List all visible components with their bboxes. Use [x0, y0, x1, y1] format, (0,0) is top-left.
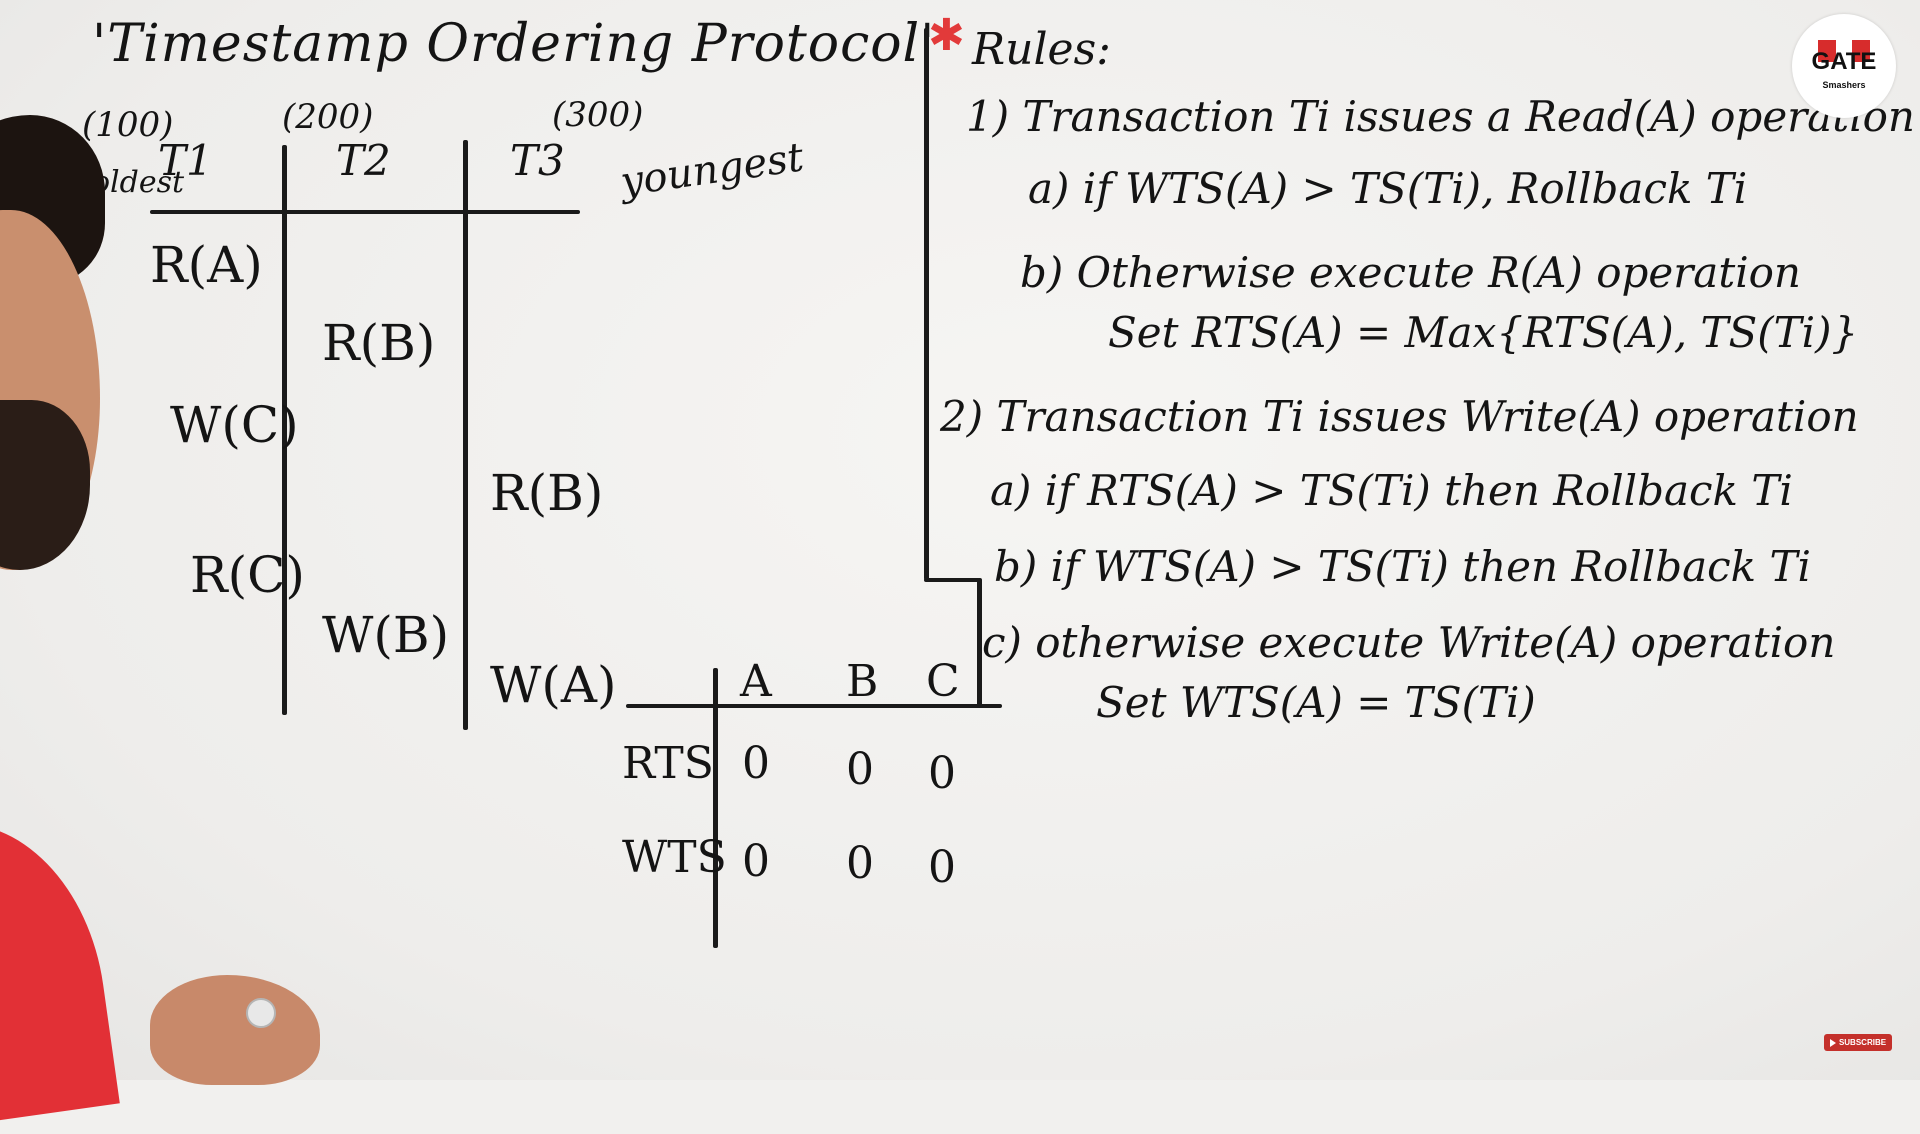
presenter-hand — [150, 975, 320, 1085]
t1-timestamp: (100) — [82, 105, 174, 145]
t1-note: oldest — [92, 165, 185, 200]
ts-wts-b: 0 — [846, 838, 874, 889]
ts-wts-a: 0 — [742, 836, 770, 887]
rule-2c: c) otherwise execute Write(A) operation — [982, 618, 1836, 667]
t3-timestamp: (300) — [552, 95, 644, 135]
t3-op-read-b: R(B) — [490, 464, 604, 522]
subscribe-button[interactable]: SUBSCRIBE — [1824, 1034, 1892, 1051]
t2-label: T2 — [336, 136, 391, 185]
rules-divider-hook — [924, 578, 980, 582]
t3-label: T3 — [510, 136, 565, 185]
ts-rts-b: 0 — [846, 744, 874, 795]
rules-divider-drop — [977, 578, 982, 706]
whiteboard — [0, 0, 1920, 1080]
ts-row-rts-label: RTS — [622, 738, 714, 789]
ts-col-a: A — [740, 656, 772, 707]
gate-smashers-logo: GATE Smashers — [1792, 14, 1896, 118]
t2-op-write-b: W(B) — [322, 606, 450, 664]
rule-1: 1) Transaction Ti issues a Read(A) opera… — [966, 92, 1915, 141]
t2-op-read-b: R(B) — [322, 314, 436, 372]
t1-op-read-a: R(A) — [150, 236, 263, 294]
ts-col-b: B — [846, 656, 879, 707]
star-icon: ✱ — [928, 10, 965, 61]
ts-rts-c: 0 — [928, 748, 956, 799]
ts-row-wts-label: WTS — [622, 832, 727, 883]
ts-col-c: C — [926, 656, 960, 707]
t3-op-write-a: W(A) — [490, 656, 617, 714]
schedule-divider-1 — [282, 145, 287, 715]
subscribe-label: SUBSCRIBE — [1838, 1038, 1887, 1047]
rule-1a: a) if WTS(A) > TS(Ti), Rollback Ti — [1028, 164, 1748, 213]
ts-table-header-line — [626, 704, 1002, 708]
ts-table-divider — [713, 668, 718, 948]
rules-heading: Rules: — [972, 24, 1111, 75]
rule-1b-set: Set RTS(A) = Max{RTS(A), TS(Ti)} — [1108, 308, 1859, 357]
t1-op-write-c: W(C) — [170, 396, 299, 454]
rule-2: 2) Transaction Ti issues Write(A) operat… — [940, 392, 1859, 441]
schedule-header-line — [150, 210, 580, 214]
rule-2a: a) if RTS(A) > TS(Ti) then Rollback Ti — [990, 466, 1793, 515]
board-title: 'Timestamp Ordering Protocol' — [92, 14, 936, 74]
rule-1b: b) Otherwise execute R(A) operation — [1020, 248, 1801, 297]
t1-label: T1 — [158, 136, 213, 185]
ring-icon — [246, 998, 276, 1028]
rules-divider — [924, 28, 929, 580]
rule-2c-set: Set WTS(A) = TS(Ti) — [1096, 678, 1536, 727]
t2-timestamp: (200) — [282, 97, 374, 137]
rule-2b: b) if WTS(A) > TS(Ti) then Rollback Ti — [994, 542, 1811, 591]
play-icon — [1829, 1038, 1836, 1047]
t1-op-read-c: R(C) — [190, 546, 305, 604]
ts-rts-a: 0 — [742, 738, 770, 789]
schedule-divider-2 — [463, 140, 468, 730]
ts-wts-c: 0 — [928, 842, 956, 893]
